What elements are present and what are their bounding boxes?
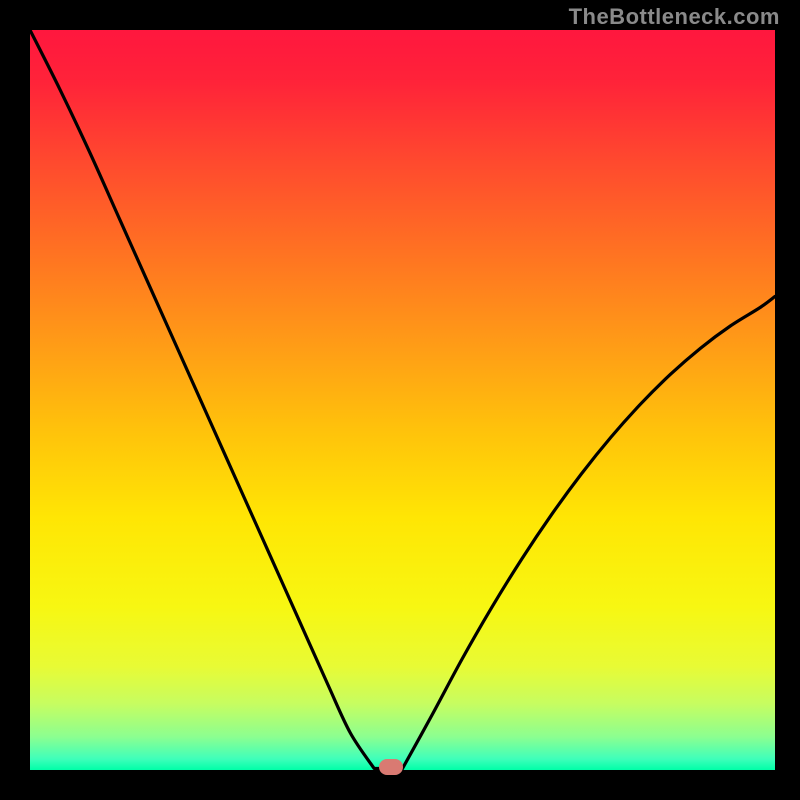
optimum-marker xyxy=(379,759,403,775)
watermark-text: TheBottleneck.com xyxy=(569,4,780,30)
plot-area xyxy=(30,30,775,770)
chart-container: TheBottleneck.com xyxy=(0,0,800,800)
